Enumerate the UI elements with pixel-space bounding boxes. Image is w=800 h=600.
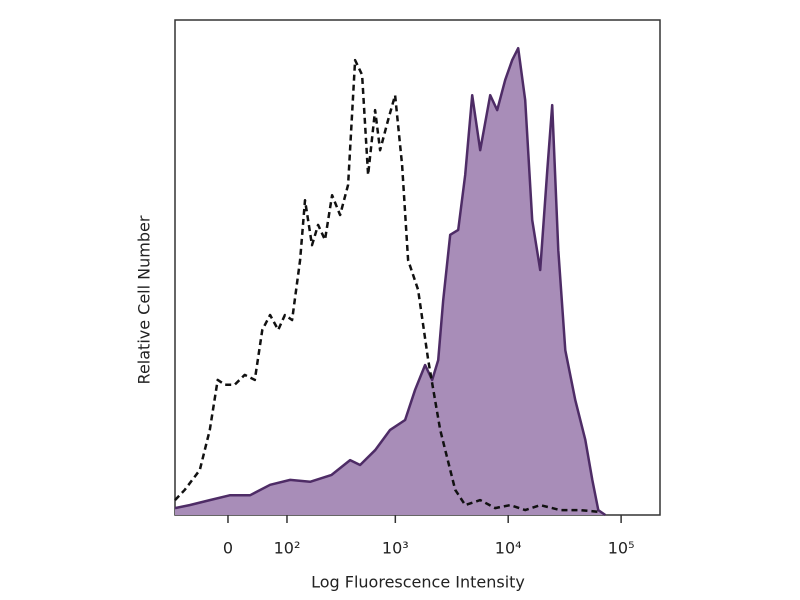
x-tick-label: 10³ (382, 539, 409, 558)
x-tick-label: 10² (274, 539, 301, 558)
histogram-area (175, 48, 606, 515)
histogram-line (174, 58, 601, 514)
x-axis-label: Log Fluorescence Intensity (311, 573, 525, 592)
x-tick-label: 0 (223, 539, 233, 558)
x-tick-label: 10⁴ (495, 539, 522, 558)
y-axis-label: Relative Cell Number (135, 215, 154, 384)
x-tick-label: 10⁵ (608, 539, 635, 558)
histogram-line (174, 46, 607, 517)
